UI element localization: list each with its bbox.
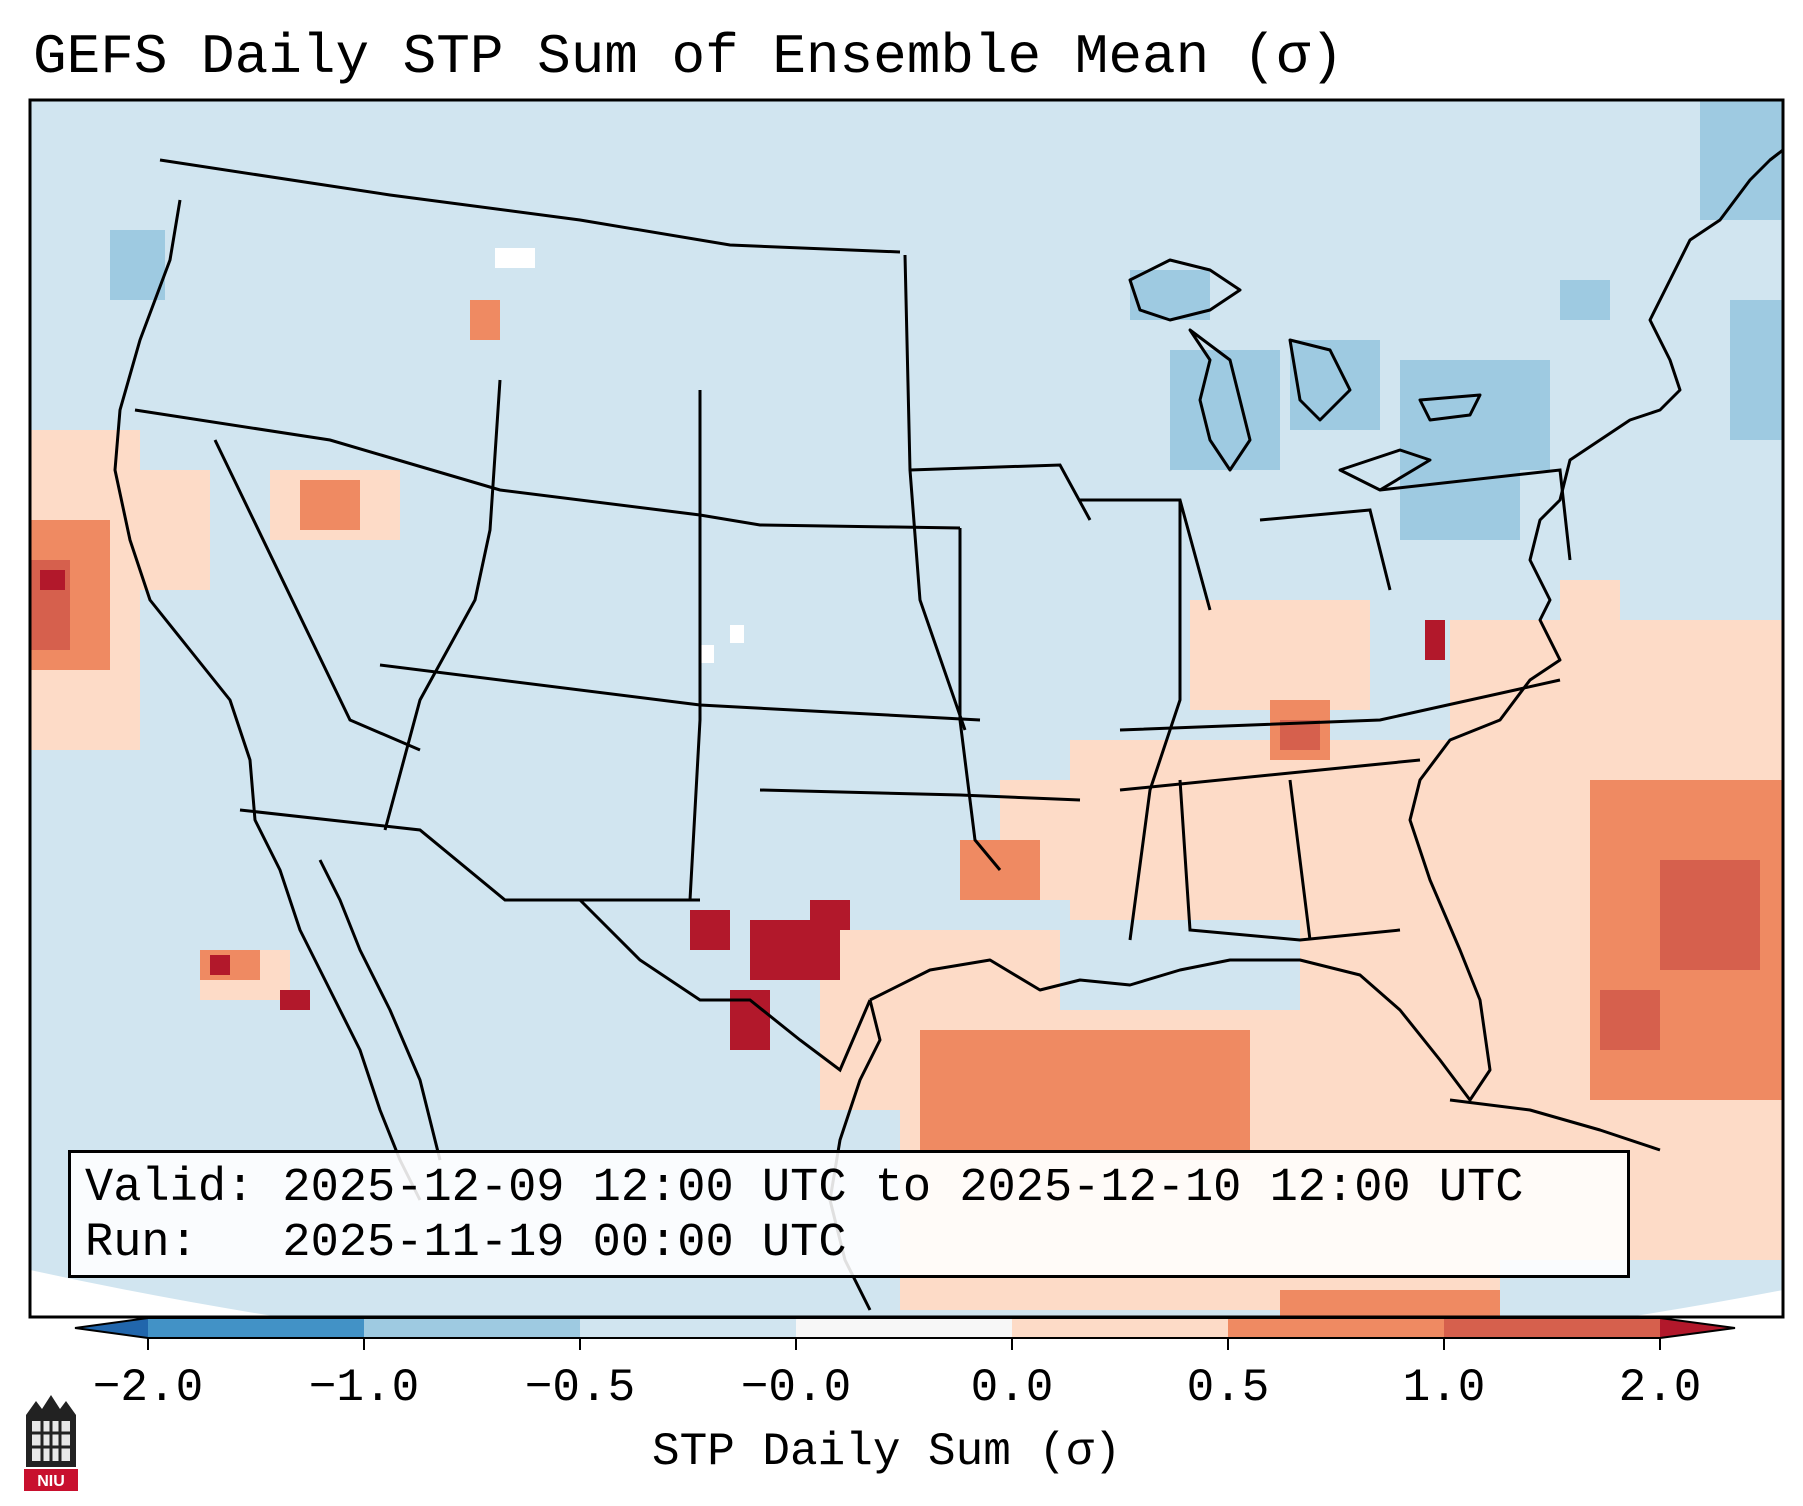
- colorbar-tick-label: −0.5: [524, 1362, 636, 1414]
- tn-ga-line: [1119, 758, 1421, 792]
- border-az-mexico: [239, 808, 700, 902]
- patch-new-york: [1400, 360, 1550, 470]
- us-canada-border-west: [159, 158, 901, 254]
- colorbar-bin: [148, 1318, 364, 1338]
- colorbar-extend-low: [75, 1318, 148, 1338]
- pacific-coastline: [113, 199, 422, 1201]
- baja-gulf-coast: [318, 859, 442, 1161]
- valid-run-box: Valid: 2025-12-09 12:00 UTC to 2025-12-1…: [68, 1150, 1630, 1278]
- mountain-plains-line: [688, 390, 702, 901]
- ms-al-ga-line: [1178, 779, 1401, 942]
- il-in-ms-line: [1128, 500, 1182, 941]
- pa-line: [1379, 468, 1572, 561]
- near-zero-patches: [495, 248, 744, 663]
- colorbar-tick-label: 0.5: [1186, 1362, 1270, 1414]
- niu-logo-icon: NIU: [24, 1395, 78, 1491]
- nevada-border: [213, 439, 421, 752]
- patch-gulf-south: [1280, 1290, 1500, 1317]
- colorbar: [74, 1317, 1736, 1350]
- mn-ia-line: [909, 463, 1092, 521]
- lake-ontario: [1418, 393, 1482, 422]
- colorbar-tick-label: −0.0: [740, 1362, 852, 1414]
- lake-huron: [1288, 338, 1352, 422]
- colorbar-bin: [1228, 1318, 1444, 1338]
- tn-nc-line: [1119, 678, 1561, 732]
- lake-michigan: [1188, 328, 1252, 472]
- oh-line: [1259, 508, 1392, 591]
- patch-lake-michigan: [1170, 350, 1280, 470]
- patch-pacific-nw: [110, 230, 165, 300]
- lake-superior: [1128, 258, 1242, 322]
- patch-atlantic-ne: [1730, 300, 1783, 440]
- patch-florida: [1300, 880, 1460, 1080]
- colorbar-tick-label: 2.0: [1618, 1362, 1702, 1414]
- colorbar-ticks: [147, 1338, 1661, 1350]
- colorbar-bin: [1444, 1318, 1660, 1338]
- colorbar-bin: [1012, 1318, 1228, 1338]
- state-borders: [134, 158, 1572, 1073]
- lake-erie: [1338, 448, 1432, 492]
- patch-ohio-valley: [1190, 600, 1370, 710]
- colorbar-tick-label: 0.0: [970, 1362, 1054, 1414]
- ks-ok-line: [759, 788, 1081, 802]
- projection-edge: [30, 1270, 1783, 1317]
- al-ga-line: [1288, 779, 1312, 941]
- southern-co-ut-line: [379, 663, 981, 722]
- svg-text:NIU: NIU: [37, 1473, 65, 1490]
- colorbar-tick-label: 1.0: [1402, 1362, 1486, 1414]
- colorbar-extend-high: [1660, 1318, 1735, 1338]
- colorbar-bin: [796, 1318, 1012, 1338]
- border-tx-mexico: [578, 898, 872, 1073]
- negative-anomaly-patches: [110, 100, 1783, 540]
- plains-east-line: [958, 528, 1002, 871]
- patch-vermont: [1560, 280, 1610, 320]
- northern-tier-line: [134, 408, 961, 530]
- cuba-coast: [1449, 1098, 1661, 1152]
- patch-virginia: [1425, 620, 1445, 660]
- colorbar-bin: [364, 1318, 580, 1338]
- patch-lake-huron: [1290, 340, 1380, 430]
- patch-west-texas: [690, 910, 730, 950]
- dakota-mn-line: [903, 254, 967, 731]
- colorbar-bin: [580, 1318, 796, 1338]
- atlantic-gulf-coastline: [869, 148, 1783, 1102]
- colorbar-label: STP Daily Sum (σ): [652, 1426, 1122, 1478]
- chart-title: GEFS Daily STP Sum of Ensemble Mean (σ): [33, 25, 1344, 89]
- valid-time-text: Valid: 2025-12-09 12:00 UTC to 2025-12-1…: [85, 1162, 1524, 1215]
- colorbar-tick-label: −2.0: [92, 1362, 204, 1414]
- colorbar-tick-label: −1.0: [308, 1362, 420, 1414]
- idaho-utah-az-line: [383, 379, 502, 831]
- run-time-text: Run: 2025-11-19 00:00 UTC: [85, 1217, 847, 1270]
